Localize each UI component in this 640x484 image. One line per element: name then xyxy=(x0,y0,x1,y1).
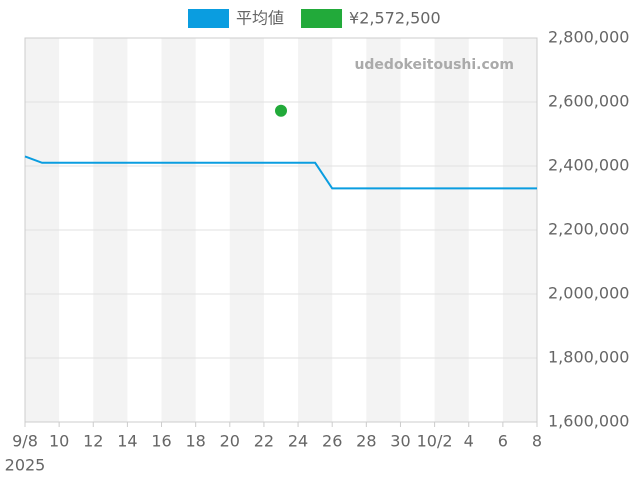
x-tick-label: 10/2 xyxy=(417,432,453,451)
legend-swatch xyxy=(301,9,343,28)
x-tick-label: 26 xyxy=(322,432,342,451)
x-tick-label: 9/8 xyxy=(12,432,38,451)
x-tick-label: 20 xyxy=(220,432,240,451)
point xyxy=(275,104,287,117)
x-tick-label: 14 xyxy=(117,432,137,451)
x-tick-label: 28 xyxy=(356,432,376,451)
y-tick-label: 2,800,000 xyxy=(548,28,629,47)
line xyxy=(24,155,537,190)
x-tick-label: 30 xyxy=(390,432,410,451)
y-tick-label: 2,200,000 xyxy=(548,220,629,239)
x-tick-label: 10 xyxy=(49,432,69,451)
y-tick-label: 1,800,000 xyxy=(548,348,629,367)
x-tick-label: 8 xyxy=(532,432,542,451)
legend-swatch xyxy=(188,9,229,28)
x-tick-label: 18 xyxy=(185,432,205,451)
y-tick-label: 2,400,000 xyxy=(548,156,629,175)
x-tick-label: 6 xyxy=(498,432,508,451)
x-tick-label: 12 xyxy=(83,432,103,451)
x-year-label: 2025 xyxy=(5,456,46,475)
x-tick-label: 4 xyxy=(464,432,474,451)
x-tick-label: 22 xyxy=(254,432,274,451)
legend-label: ¥2,572,500 xyxy=(349,9,441,28)
x-tick-label: 16 xyxy=(151,432,171,451)
watermark: udedokeitoushi.com xyxy=(354,57,514,73)
y-tick-label: 2,600,000 xyxy=(548,92,629,111)
x-tick-label: 24 xyxy=(288,432,308,451)
y-tick-label: 2,000,000 xyxy=(548,284,629,303)
background xyxy=(25,37,537,423)
legend-label: 平均値 xyxy=(236,9,284,28)
plot-frame xyxy=(24,37,538,423)
y-tick-label: 1,600,000 xyxy=(548,412,629,431)
